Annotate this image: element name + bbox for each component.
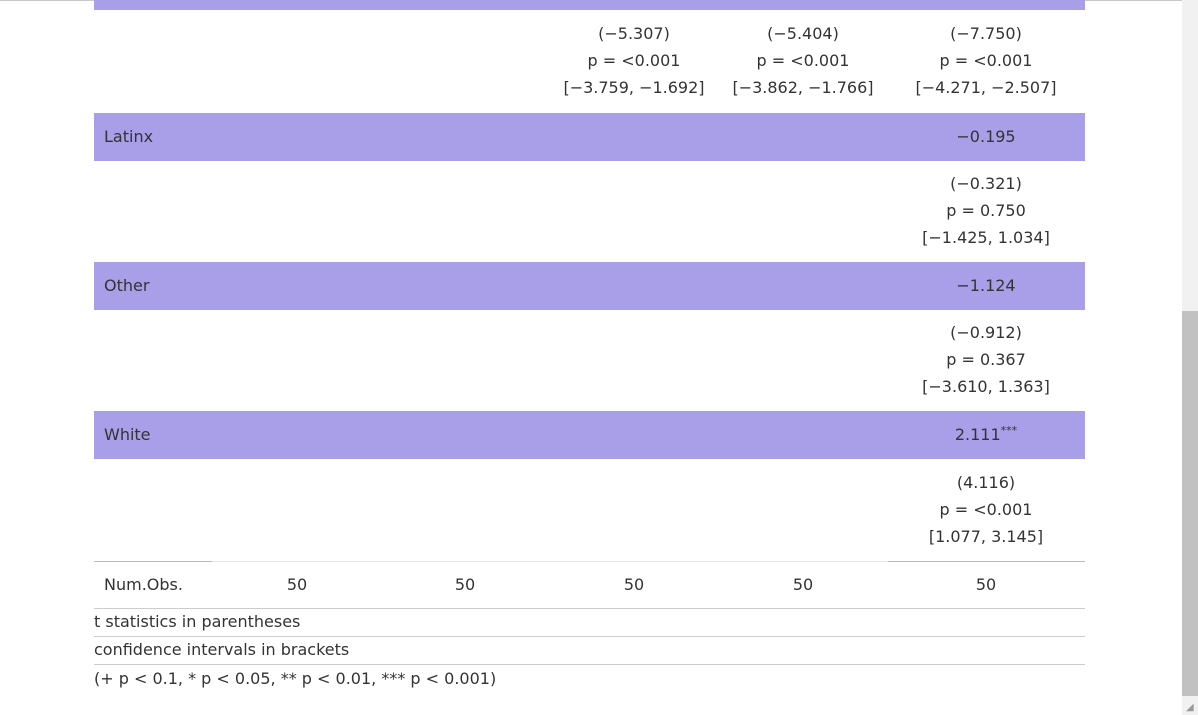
scrollbar-thumb[interactable] <box>1182 311 1198 696</box>
confidence-interval: [−3.862, −1.766] <box>732 78 874 97</box>
table-note: t statistics in parentheses <box>94 612 301 631</box>
coef-value: −1.124 <box>956 276 1016 295</box>
coef-row-white: White 2.111*** <box>94 411 1085 459</box>
num-obs-cell: 50 <box>792 575 814 594</box>
table-rule <box>94 608 1085 609</box>
num-obs-cell: 50 <box>454 575 476 594</box>
num-obs-cell: 50 <box>286 575 308 594</box>
confidence-interval: [1.077, 3.145] <box>928 527 1044 546</box>
p-value: p = <0.001 <box>756 51 850 70</box>
p-value: p = <0.001 <box>939 500 1033 519</box>
stats-cell-model-4: (−5.404) p = <0.001 [−3.862, −1.766] <box>728 20 878 101</box>
confidence-interval: [−1.425, 1.034] <box>922 228 1050 247</box>
t-statistic: (−5.307) <box>598 24 670 43</box>
coef-cell: −0.195 <box>887 113 1085 161</box>
striped-row-band <box>94 0 1085 10</box>
coef-cell: −1.124 <box>887 262 1085 310</box>
confidence-interval: [−3.759, −1.692] <box>563 78 705 97</box>
stats-cell-model-3: (−5.307) p = <0.001 [−3.759, −1.692] <box>559 20 709 101</box>
stats-row-other: (−0.912) p = 0.367 [−3.610, 1.363] <box>94 319 1085 409</box>
coef-value: −0.195 <box>956 127 1016 146</box>
confidence-interval: [−4.271, −2.507] <box>915 78 1057 97</box>
table-rule <box>888 561 1085 562</box>
num-obs-cell: 50 <box>975 575 997 594</box>
row-label: Num.Obs. <box>104 575 183 594</box>
table-rule <box>94 636 1085 637</box>
table-note: confidence intervals in brackets <box>94 640 350 659</box>
coef-cell: 2.111*** <box>887 411 1085 461</box>
coef-value: 2.111 <box>954 425 1001 444</box>
stats-cell-model-5: (−0.912) p = 0.367 [−3.610, 1.363] <box>887 319 1085 400</box>
coef-row-other: Other −1.124 <box>94 262 1085 310</box>
stats-cell-model-5: (−0.321) p = 0.750 [−1.425, 1.034] <box>887 170 1085 251</box>
stats-cell-model-5: (−7.750) p = <0.001 [−4.271, −2.507] <box>887 20 1085 101</box>
stats-cell-model-5: (4.116) p = <0.001 [1.077, 3.145] <box>887 469 1085 550</box>
confidence-interval: [−3.610, 1.363] <box>922 377 1050 396</box>
p-value: p = <0.001 <box>939 51 1033 70</box>
coef-row-latinx: Latinx −0.195 <box>94 113 1085 161</box>
row-label: Latinx <box>104 127 154 146</box>
p-value: p = 0.750 <box>946 201 1026 220</box>
t-statistic: (4.116) <box>956 473 1016 492</box>
p-value: p = <0.001 <box>587 51 681 70</box>
num-obs-row: Num.Obs. 50 50 50 50 50 <box>94 562 1085 608</box>
t-statistic: (−5.404) <box>767 24 839 43</box>
stats-row-white: (4.116) p = <0.001 [1.077, 3.145] <box>94 469 1085 559</box>
row-label: White <box>104 425 151 444</box>
row-label: Other <box>104 276 150 295</box>
stats-row-previous: (−5.307) p = <0.001 [−3.759, −1.692] (−5… <box>94 20 1085 110</box>
table-note: (+ p < 0.1, * p < 0.05, ** p < 0.01, ***… <box>94 669 497 688</box>
num-obs-cell: 50 <box>623 575 645 594</box>
resize-grip-icon[interactable]: ◢ <box>1186 702 1194 713</box>
p-value: p = 0.367 <box>946 350 1026 369</box>
t-statistic: (−0.912) <box>950 323 1022 342</box>
stats-row-latinx: (−0.321) p = 0.750 [−1.425, 1.034] <box>94 170 1085 260</box>
table-rule <box>94 561 212 562</box>
table-rule <box>212 561 888 562</box>
table-rule <box>94 664 1085 665</box>
t-statistic: (−0.321) <box>950 174 1022 193</box>
t-statistic: (−7.750) <box>950 24 1022 43</box>
significance-stars: *** <box>1000 424 1018 437</box>
